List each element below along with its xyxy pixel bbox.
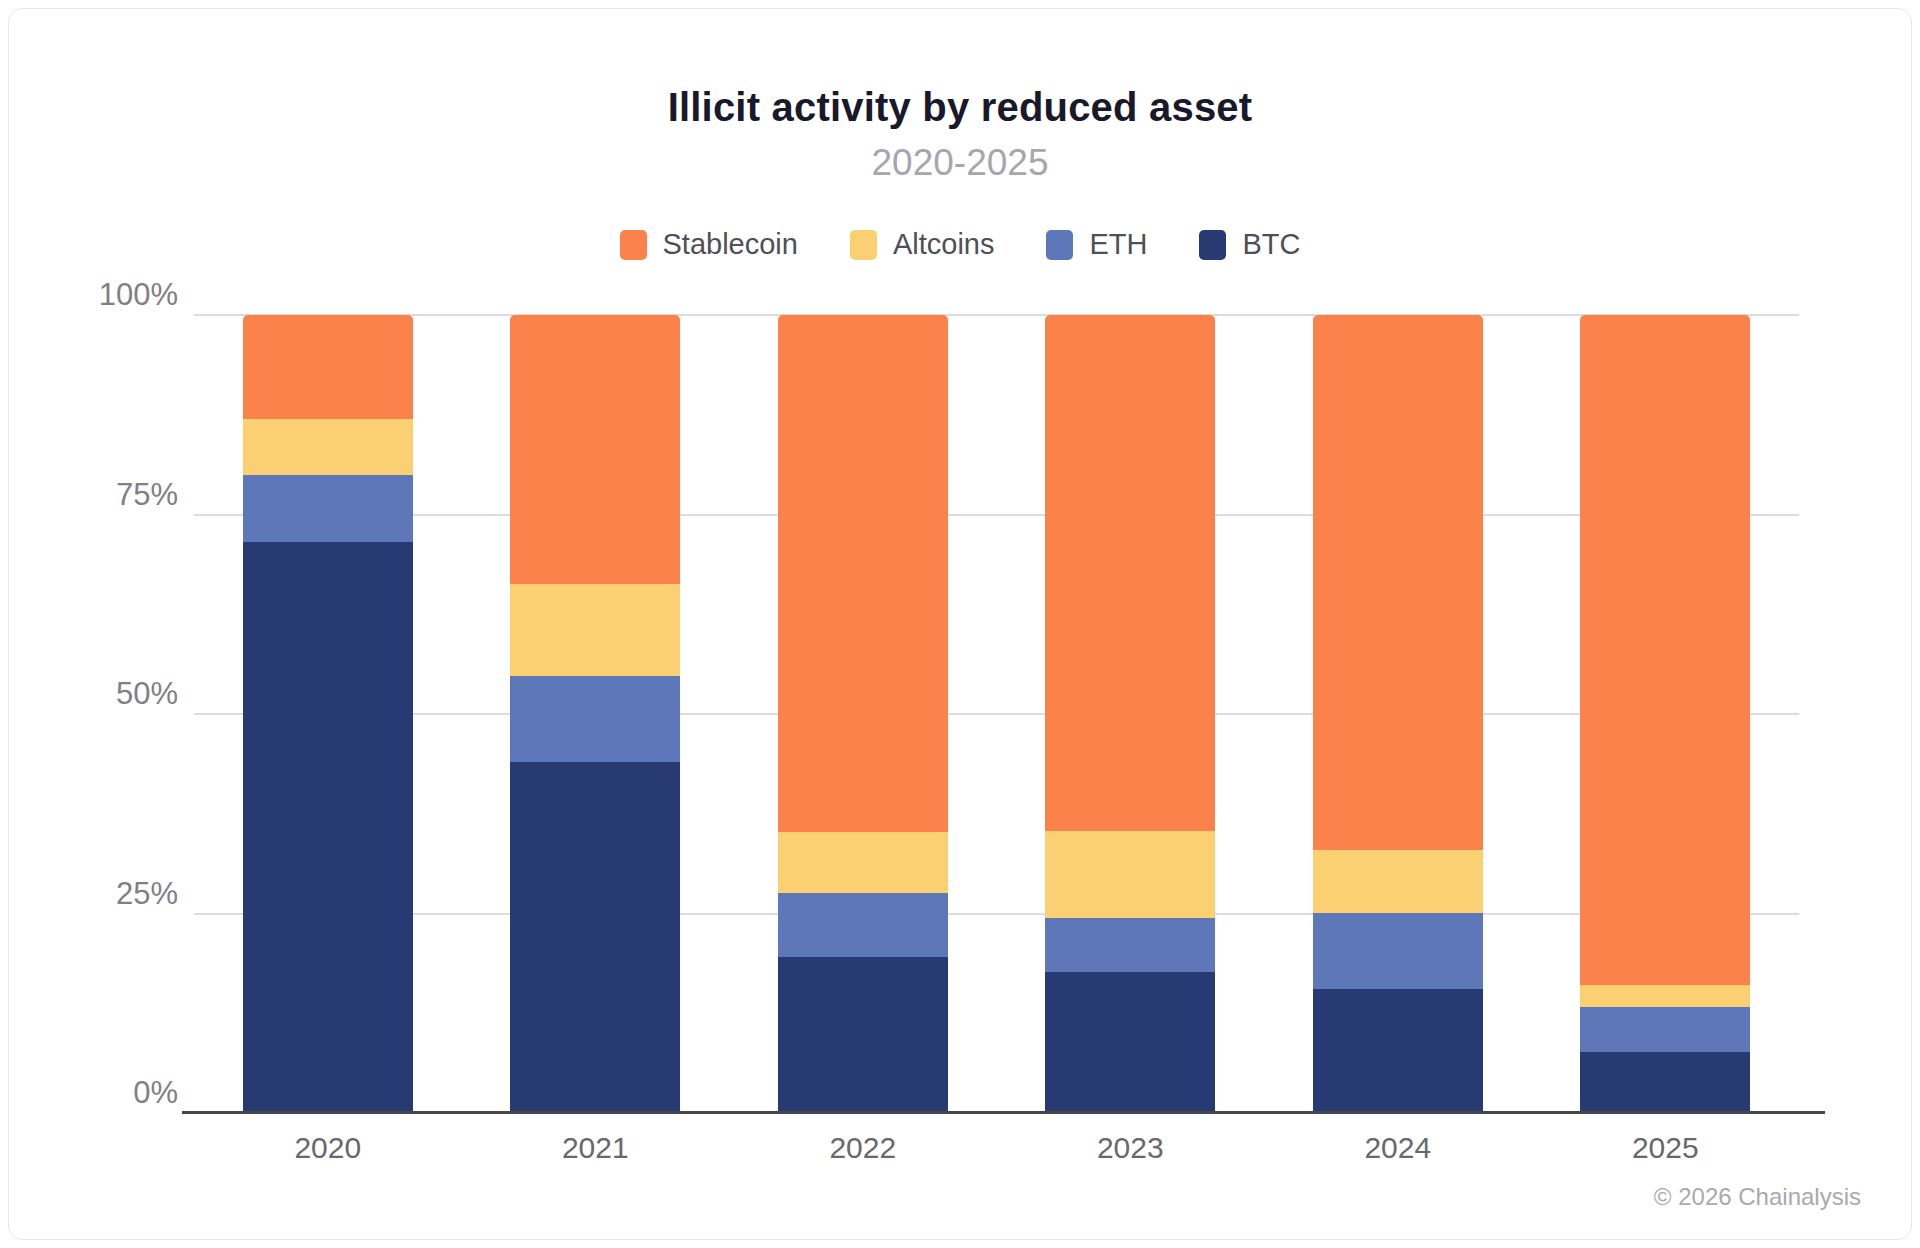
- legend: Stablecoin Altcoins ETH BTC: [9, 228, 1911, 261]
- legend-item-btc: BTC: [1199, 228, 1300, 261]
- bar-slot-2021: [462, 315, 730, 1113]
- bar-2020-segment-eth: [243, 475, 413, 543]
- bar-2020: [243, 315, 413, 1113]
- bar-slot-2024: [1264, 315, 1532, 1113]
- bar-slot-2022: [729, 315, 997, 1113]
- bar-2025-segment-stablecoin: [1580, 315, 1750, 985]
- chart-title: Illicit activity by reduced asset: [9, 85, 1911, 130]
- bar-2022-segment-btc: [778, 957, 948, 1113]
- bar-slot-2023: [997, 315, 1265, 1113]
- legend-label: Stablecoin: [663, 228, 798, 261]
- bar-2024-segment-altcoins: [1313, 850, 1483, 912]
- x-axis-line: [182, 1111, 1825, 1114]
- x-tick-label-2022: 2022: [729, 1131, 997, 1165]
- bar-2025-segment-eth: [1580, 1007, 1750, 1052]
- x-tick-label-2023: 2023: [997, 1131, 1265, 1165]
- y-tick-label-50: 50%: [116, 676, 178, 712]
- bar-2021-segment-stablecoin: [510, 315, 680, 584]
- bar-2023-segment-eth: [1045, 918, 1215, 971]
- chart-card: Illicit activity by reduced asset 2020-2…: [8, 8, 1912, 1240]
- legend-label: Altcoins: [893, 228, 995, 261]
- y-tick-label-25: 25%: [116, 876, 178, 912]
- x-tick-label-2021: 2021: [462, 1131, 730, 1165]
- bar-2024-segment-stablecoin: [1313, 315, 1483, 850]
- x-tick-label-2020: 2020: [194, 1131, 462, 1165]
- bar-2021: [510, 315, 680, 1113]
- bar-2024-segment-eth: [1313, 913, 1483, 990]
- bar-2025-segment-btc: [1580, 1052, 1750, 1113]
- bar-2024: [1313, 315, 1483, 1113]
- bar-2022-segment-stablecoin: [778, 315, 948, 832]
- bar-2022: [778, 315, 948, 1113]
- bar-slot-2025: [1532, 315, 1800, 1113]
- copyright-note: © 2026 Chainalysis: [1654, 1183, 1861, 1211]
- bar-2023-segment-altcoins: [1045, 831, 1215, 918]
- chart-subtitle: 2020-2025: [9, 142, 1911, 184]
- bar-2020-segment-btc: [243, 542, 413, 1113]
- plot-area: 202020212022202320242025 0%25%50%75%100%: [194, 315, 1799, 1113]
- x-tick-label-2024: 2024: [1264, 1131, 1532, 1165]
- bars-container: [194, 315, 1799, 1113]
- bar-2023: [1045, 315, 1215, 1113]
- x-axis-labels: 202020212022202320242025: [194, 1131, 1799, 1165]
- bar-slot-2020: [194, 315, 462, 1113]
- bar-2021-segment-altcoins: [510, 584, 680, 677]
- bar-2023-segment-stablecoin: [1045, 315, 1215, 831]
- bar-2021-segment-btc: [510, 762, 680, 1113]
- legend-item-stablecoin: Stablecoin: [620, 228, 798, 261]
- bar-2024-segment-btc: [1313, 989, 1483, 1113]
- bar-2023-segment-btc: [1045, 972, 1215, 1113]
- legend-item-altcoins: Altcoins: [850, 228, 995, 261]
- y-tick-label-100: 100%: [99, 277, 178, 313]
- bar-2025: [1580, 315, 1750, 1113]
- legend-label: BTC: [1242, 228, 1300, 261]
- bar-2020-segment-altcoins: [243, 419, 413, 475]
- bar-2022-segment-altcoins: [778, 832, 948, 893]
- legend-swatch-btc: [1199, 230, 1226, 260]
- legend-swatch-stablecoin: [620, 230, 647, 260]
- legend-item-eth: ETH: [1046, 228, 1147, 261]
- bar-2022-segment-eth: [778, 893, 948, 958]
- legend-swatch-altcoins: [850, 230, 877, 260]
- y-tick-label-75: 75%: [116, 477, 178, 513]
- bar-2020-segment-stablecoin: [243, 315, 413, 419]
- y-tick-label-0: 0%: [133, 1075, 178, 1111]
- bar-2025-segment-altcoins: [1580, 985, 1750, 1007]
- x-tick-label-2025: 2025: [1532, 1131, 1800, 1165]
- bar-2021-segment-eth: [510, 676, 680, 761]
- legend-swatch-eth: [1046, 230, 1073, 260]
- legend-label: ETH: [1089, 228, 1147, 261]
